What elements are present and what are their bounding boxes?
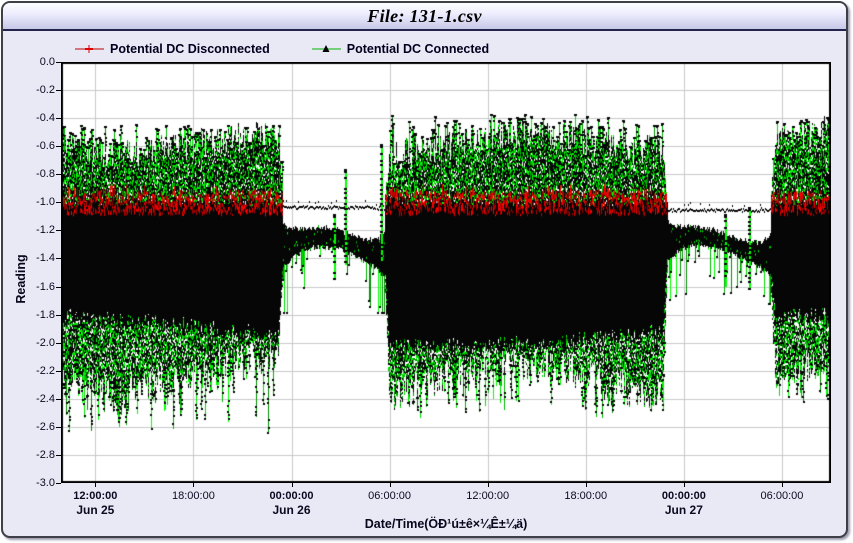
x-tick-label: 12:00:00 (466, 490, 509, 502)
y-tick-label: -1.4 (36, 252, 55, 265)
x-tick-time: 00:00:00 (661, 490, 706, 502)
y-tick-mark (56, 454, 61, 456)
y-tick-mark (56, 258, 61, 260)
x-tick-time: 12:00:00 (466, 490, 510, 502)
x-tick-time: 12:00:00 (73, 490, 118, 502)
y-tick-mark (56, 370, 61, 372)
x-tick-mark (487, 483, 489, 487)
y-tick-mark (56, 90, 61, 92)
y-tick-label: -0.4 (36, 112, 55, 125)
legend-label-disconnected: Potential DC Disconnected (110, 42, 270, 56)
y-tick-label: -1.8 (36, 308, 55, 321)
y-tick-label: -0.2 (36, 84, 55, 97)
y-tick-mark (56, 426, 61, 428)
x-tick-time: 06:00:00 (760, 490, 804, 502)
x-axis-title: Date/Time(ÖÐ¹ú±ê×¼Ê±¼ä) (364, 517, 528, 531)
plot-canvas (61, 62, 831, 483)
y-tick-label: -2.8 (36, 448, 55, 461)
x-tick-label: 06:00:00 (368, 490, 411, 502)
y-tick-label: -1.0 (36, 196, 55, 209)
legend-label-connected: Potential DC Connected (346, 42, 490, 56)
x-tick-mark (781, 483, 783, 487)
y-tick-mark (56, 174, 61, 176)
plot-area (61, 62, 831, 483)
y-tick-label: -3.0 (36, 477, 55, 489)
y-tick-label: 0.0 (39, 56, 55, 68)
y-tick-label: -2.6 (36, 420, 55, 433)
red-line-plus-marker-icon (75, 45, 104, 53)
x-tick-mark (683, 483, 685, 487)
y-tick-mark (56, 62, 61, 63)
y-tick-label: -1.2 (36, 224, 55, 237)
legend-item-disconnected: Potential DC Disconnected (75, 42, 270, 56)
y-tick-label: -1.6 (36, 280, 55, 293)
x-tick-time: 06:00:00 (368, 490, 412, 502)
chart-region: Potential DC Disconnected Potential DC C… (3, 33, 846, 536)
x-tick-mark (291, 483, 293, 487)
title-bar: File: 131-1.csv (3, 3, 846, 31)
legend: Potential DC Disconnected Potential DC C… (75, 42, 489, 56)
y-tick-mark (56, 342, 61, 344)
y-tick-label: -2.0 (36, 336, 55, 349)
x-tick-date: Jun 26 (272, 503, 311, 517)
legend-item-connected: Potential DC Connected (311, 42, 490, 56)
y-tick-mark (56, 230, 61, 232)
x-tick-label: 00:00:00 Jun 26 (269, 490, 313, 517)
x-tick-mark (95, 483, 97, 487)
x-tick-mark (389, 483, 391, 487)
x-tick-date: Jun 27 (664, 503, 703, 517)
green-line-triangle-marker-icon (311, 45, 341, 52)
x-tick-label: 06:00:00 (761, 490, 804, 502)
y-tick-mark (56, 314, 61, 316)
y-tick-mark (56, 146, 61, 148)
y-tick-label: -2.4 (36, 392, 55, 405)
y-tick-label: -2.2 (36, 364, 55, 377)
y-tick-mark (56, 118, 61, 120)
x-tick-mark (193, 483, 195, 487)
x-tick-label: 12:00:00 Jun 25 (73, 490, 117, 517)
x-tick-mark (585, 483, 587, 487)
y-tick-mark (56, 286, 61, 288)
y-tick-mark (56, 202, 61, 204)
chart-title: File: 131-1.csv (367, 5, 482, 26)
y-tick-mark (56, 398, 61, 400)
x-tick-time: 18:00:00 (564, 490, 608, 502)
x-tick-time: 00:00:00 (269, 490, 314, 502)
y-tick-label: -0.6 (36, 140, 55, 153)
x-tick-date: Jun 25 (76, 503, 115, 517)
x-tick-label: 18:00:00 (172, 490, 215, 502)
x-tick-time: 18:00:00 (171, 490, 215, 502)
x-tick-label: 00:00:00 Jun 27 (662, 490, 706, 517)
x-tick-label: 18:00:00 (564, 490, 607, 502)
y-tick-mark (56, 483, 61, 484)
y-tick-label: -0.8 (36, 168, 55, 181)
